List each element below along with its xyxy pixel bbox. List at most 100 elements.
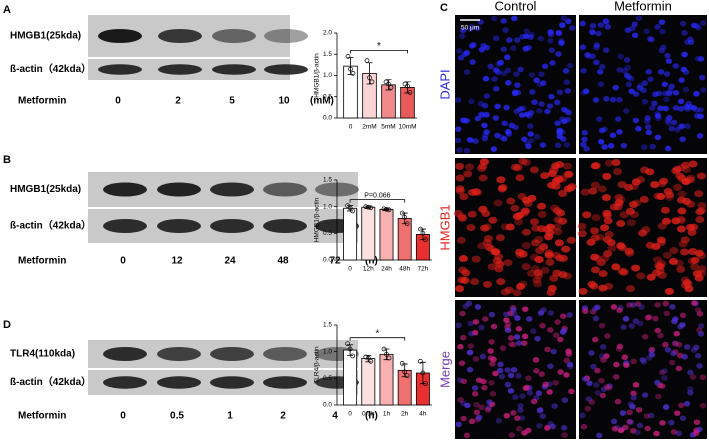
cell [619, 211, 629, 219]
data-point [369, 79, 375, 85]
cell [467, 210, 477, 218]
cell [510, 163, 520, 171]
cell [644, 118, 651, 125]
cell [478, 174, 488, 182]
cell [471, 391, 479, 397]
cell [474, 115, 482, 122]
significance-bracket [349, 199, 406, 203]
cell [495, 61, 502, 67]
cell [585, 396, 593, 402]
cells [579, 300, 707, 439]
cell [597, 81, 605, 87]
cell [488, 216, 498, 224]
bar [379, 353, 394, 406]
blot-band [157, 347, 201, 361]
cell [609, 132, 617, 139]
cell [547, 310, 555, 316]
cell [558, 40, 565, 46]
cell [668, 83, 675, 90]
cell [651, 243, 661, 251]
cell [551, 403, 558, 409]
cell [604, 159, 614, 167]
cell [479, 353, 487, 360]
dose-label: 12 [171, 256, 183, 267]
cell [510, 341, 517, 348]
row-label: Merge [437, 351, 452, 388]
treatment-label: Metformin [18, 411, 66, 422]
cell [595, 30, 602, 37]
cell [676, 124, 683, 130]
cell [700, 20, 707, 26]
cell [463, 147, 471, 154]
cell [463, 69, 471, 75]
cell [513, 334, 521, 340]
cell [602, 18, 610, 24]
cell [554, 254, 564, 262]
cell [503, 317, 510, 323]
scale-label: 50 μm [461, 25, 479, 32]
data-point [405, 83, 410, 89]
cell [523, 384, 531, 391]
cell [603, 383, 611, 390]
cell [627, 419, 635, 426]
error-bar [383, 348, 390, 361]
cell [653, 192, 663, 200]
cell [623, 72, 631, 79]
cell [483, 234, 493, 242]
cell [672, 105, 680, 111]
cell [636, 272, 646, 280]
cell [547, 327, 554, 333]
cell [547, 181, 557, 189]
cell [569, 25, 576, 31]
y-tick-label: 0.5 [323, 230, 332, 237]
cell [695, 208, 705, 216]
error-bar [347, 57, 354, 76]
cell [664, 145, 672, 152]
cell [669, 247, 679, 255]
cell [655, 393, 662, 400]
cell [641, 392, 649, 398]
cell [580, 423, 588, 430]
cell [515, 373, 522, 379]
cell [663, 96, 670, 103]
cell [459, 117, 467, 123]
dose-label: 1 [227, 411, 233, 422]
cell [590, 266, 600, 274]
cell [521, 196, 531, 204]
cell [550, 348, 557, 355]
cell [630, 390, 637, 397]
cell [534, 235, 544, 243]
cell [480, 378, 487, 385]
cell [632, 199, 642, 207]
y-tick-label: 1.0 [323, 203, 332, 210]
cell [460, 378, 468, 385]
cell [529, 218, 539, 226]
cell [655, 262, 665, 270]
blot-band [210, 347, 254, 361]
cell [697, 331, 705, 337]
cell [457, 397, 464, 403]
cell [558, 254, 568, 262]
cell [588, 350, 595, 356]
cell [582, 376, 589, 382]
cell [562, 67, 570, 74]
cell [616, 196, 626, 204]
cell [459, 193, 469, 201]
cell [493, 35, 500, 42]
cell [624, 247, 634, 255]
cell [699, 402, 707, 409]
cell [588, 187, 598, 195]
error-bar [419, 228, 426, 241]
data-point [402, 369, 408, 375]
cell [533, 133, 541, 140]
cell [486, 399, 493, 405]
cell [487, 263, 497, 271]
cell [562, 162, 572, 170]
cell [657, 332, 664, 339]
cell [539, 322, 546, 329]
cells [579, 15, 707, 152]
cell [626, 302, 633, 308]
cell [641, 144, 648, 150]
data-point [420, 370, 426, 376]
cell [679, 20, 687, 27]
